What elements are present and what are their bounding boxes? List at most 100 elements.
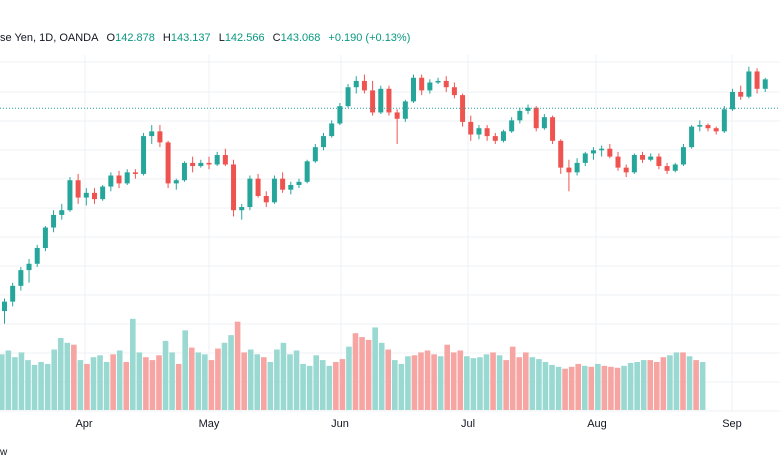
candle [558,139,564,174]
volume-bar [228,335,234,410]
candle [476,125,482,140]
candle-body [541,117,547,129]
candle [500,129,506,143]
candle [411,74,416,103]
candle [460,93,466,127]
volume-bar [90,357,97,410]
volume-bar [392,360,398,410]
candle [672,162,678,173]
volume-bar [549,364,555,410]
candle-body [247,178,253,208]
volume-bar [306,365,313,410]
candle [361,74,367,94]
volume-bar [562,368,568,410]
volume-bar [542,362,549,410]
volume-bar [693,360,699,410]
candle-body [533,107,539,129]
candle [91,188,97,204]
volume-bar [84,363,90,410]
volume-bar [372,327,378,410]
volume-bar [378,342,385,410]
candle [697,120,703,132]
candle [648,153,654,162]
candle [468,115,474,141]
candle-body [517,110,523,121]
volume-bar [444,344,450,410]
candle [541,114,547,130]
candle [75,173,81,204]
volume-layer [0,318,706,410]
candle [231,159,237,217]
volume-bar [464,356,470,410]
candle-body [746,71,752,97]
volume-bar [627,362,634,410]
candle [394,109,400,144]
volume-bar [601,365,608,410]
candle-body [492,136,498,141]
candle-body [640,155,646,160]
candle-body [443,80,449,88]
volume-bar [523,352,529,410]
candle-body [198,162,204,167]
candle [181,161,187,182]
candle [116,170,122,189]
candle-body [590,150,596,154]
candle-body [730,91,736,110]
candle-body [190,162,196,167]
volume-bar [25,360,31,410]
candle [509,117,515,133]
volume-bar [149,360,156,410]
volume-bar [247,349,254,410]
volume-bar [529,357,536,410]
volume-bar [640,360,647,410]
candle-body [42,227,48,249]
candle-body [427,82,433,91]
x-tick-label: May [199,418,220,430]
volume-bar [431,354,437,410]
volume-bar [411,355,418,410]
volume-bar [319,360,326,410]
candle [680,143,686,167]
volume-bar [385,349,392,410]
candle-body [75,180,81,198]
candle-body [361,80,367,91]
candle [550,115,556,144]
volume-bar [182,330,188,410]
candle [149,125,155,144]
candle-body [312,147,318,162]
candle [713,126,719,135]
candle [721,106,727,133]
candle-body [582,153,588,163]
candle [640,151,646,163]
candle-body [762,79,768,89]
candle-body [91,192,97,200]
volume-bar [339,359,346,410]
candle-body [631,155,637,173]
volume-bar [261,357,267,410]
candle-body [689,126,695,148]
candle [370,80,376,116]
candle [492,132,498,144]
candle [435,77,441,85]
candle [263,191,269,208]
candle-body [435,80,441,83]
candle-body [2,301,7,312]
candle-body [378,88,384,113]
volume-bar [293,350,300,410]
candle-body [10,285,16,302]
candle [214,151,220,167]
candle [566,159,572,192]
volume-bar [686,356,693,410]
candle-body [411,77,416,102]
candle [198,159,204,168]
volume-bar [333,362,339,410]
candle-body [500,131,506,141]
candle [599,145,605,157]
candle-body [108,175,114,187]
candle-body [738,91,744,97]
candle-body [255,178,261,196]
volume-bar [457,350,464,410]
candle-body [623,167,629,173]
